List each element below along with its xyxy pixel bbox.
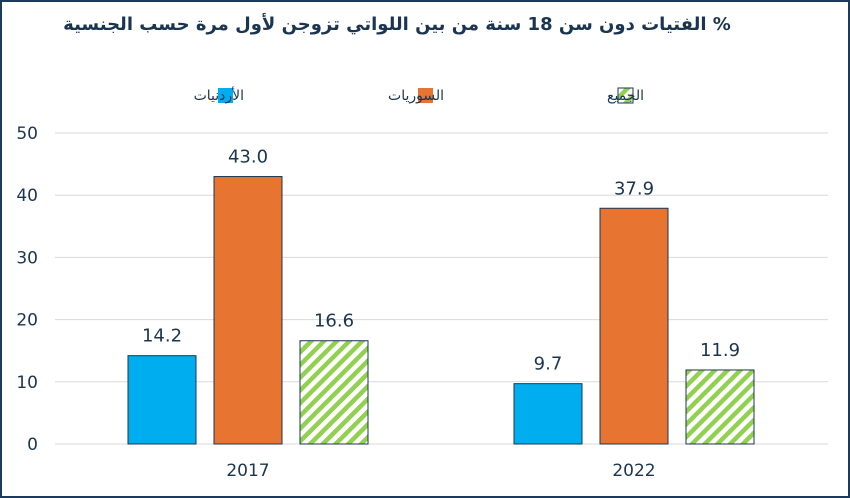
y-axis-ticks: 0 10 20 30 40 50 [16,124,38,455]
x-category-label-2017: 2017 [226,461,269,481]
bar-jordanian-2022 [513,383,583,445]
legend-item-all: الجميع [607,87,644,104]
legend-label-jordanian: الأردنيات [194,86,244,104]
data-label-syrian-2022: 37.9 [614,178,654,199]
legend: الأردنيات السوريات الجميع [194,86,644,104]
legend-item-syrian: السوريات [388,88,444,104]
data-label-jordanian-2017: 14.2 [142,326,182,347]
bar-all-2022 [685,369,755,445]
y-tick-label: 20 [16,311,38,331]
bar-all-2017 [299,340,369,445]
x-axis-categories: 2017 2022 [226,461,655,481]
bar-syrian-2022 [599,207,669,445]
legend-swatch-syrian [418,88,433,103]
bars [127,176,755,445]
y-tick-label: 0 [27,435,38,455]
legend-label-syrian: السوريات [388,88,444,104]
data-label-all-2022: 11.9 [700,340,740,361]
data-labels: 14.2 43.0 16.6 9.7 37.9 11.9 [142,147,740,375]
legend-swatch-all [617,87,634,104]
y-tick-label: 30 [16,248,38,268]
legend-label-all: الجميع [607,88,644,104]
data-label-syrian-2017: 43.0 [228,147,268,168]
data-label-all-2017: 16.6 [314,311,354,332]
legend-swatch-jordanian [218,88,233,103]
bar-jordanian-2017 [127,355,197,445]
bar-syrian-2017 [213,176,283,445]
data-label-jordanian-2022: 9.7 [534,354,563,375]
chart-title: % الفتيات دون سن 18 سنة من بين اللواتي ت… [63,13,731,35]
y-tick-label: 10 [16,373,38,393]
legend-item-jordanian: الأردنيات [194,86,244,104]
x-category-label-2022: 2022 [612,461,655,481]
y-tick-label: 50 [16,124,38,144]
y-tick-label: 40 [16,186,38,206]
